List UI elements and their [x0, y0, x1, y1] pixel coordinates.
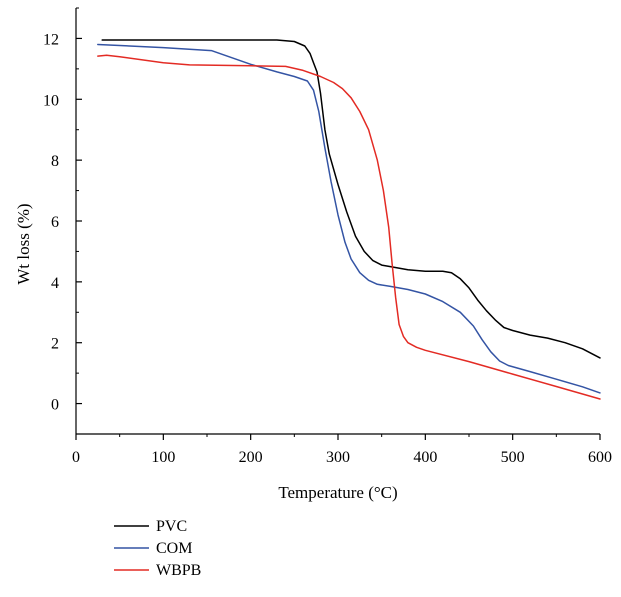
- y-axis-ticks: 0 2 4 6 8 10 12: [43, 7, 82, 435]
- x-tick-label: 500: [501, 449, 525, 466]
- legend-label-pvc: PVC: [156, 518, 187, 535]
- y-tick-label: 12: [43, 31, 59, 48]
- y-axis-title: Wt loss (%): [14, 203, 33, 284]
- series-line-wbpb: [97, 54, 601, 400]
- y-tick-label: 0: [51, 397, 59, 414]
- x-tick-label: 0: [72, 449, 80, 466]
- legend-label-wbpb: WBPB: [156, 562, 201, 579]
- x-axis-title: Temperature (°C): [278, 483, 397, 502]
- legend: PVC COM WBPB: [114, 518, 201, 579]
- plot-area: [75, 8, 600, 435]
- x-tick-label: 200: [239, 449, 263, 466]
- y-tick-label: 10: [43, 92, 59, 109]
- y-tick-label: 6: [51, 214, 59, 231]
- x-tick-label: 400: [413, 449, 437, 466]
- x-tick-label: 100: [151, 449, 175, 466]
- series-lines: [97, 39, 601, 400]
- series-line-pvc: [101, 39, 601, 359]
- y-tick-label: 8: [51, 153, 59, 170]
- x-tick-label: 600: [588, 449, 612, 466]
- y-tick-label: 4: [51, 275, 59, 292]
- legend-label-com: COM: [156, 540, 192, 557]
- y-tick-label: 2: [51, 336, 59, 353]
- series-line-com: [97, 43, 601, 394]
- x-axis-ticks: 0 100 200 300 400 500 600: [72, 434, 612, 466]
- x-tick-label: 300: [326, 449, 350, 466]
